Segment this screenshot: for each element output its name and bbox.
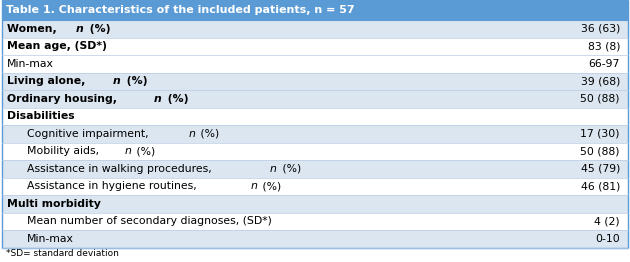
Bar [2,195,628,212]
Bar [2,212,628,230]
Bar [2,73,628,90]
Text: 45 (79): 45 (79) [581,164,620,174]
Bar [2,90,628,107]
Text: Min-max: Min-max [27,234,74,244]
Text: 50 (88): 50 (88) [580,94,620,104]
Text: Ordinary housing,: Ordinary housing, [7,94,121,104]
Text: Women,: Women, [7,24,60,34]
Text: (%): (%) [134,146,156,156]
Text: Mean age, (SD*): Mean age, (SD*) [7,41,107,51]
Text: 46 (81): 46 (81) [581,181,620,191]
Text: n: n [251,181,258,191]
Text: Disabilities: Disabilities [7,111,74,121]
Text: Mobility aids,: Mobility aids, [27,146,103,156]
Text: Multi morbidity: Multi morbidity [7,199,101,209]
Text: Assistance in hygiene routines,: Assistance in hygiene routines, [27,181,200,191]
Text: (%): (%) [86,24,110,34]
Text: *SD= standard deviation: *SD= standard deviation [6,249,119,259]
Text: Table 1. Characteristics of the included patients, n = 57: Table 1. Characteristics of the included… [6,5,355,15]
Text: 17 (30): 17 (30) [580,129,620,139]
Text: n: n [76,24,84,34]
Text: (%): (%) [260,181,282,191]
Bar [2,177,628,195]
Bar [2,107,628,125]
Bar [2,20,628,37]
Text: Mean number of secondary diagnoses, (SD*): Mean number of secondary diagnoses, (SD*… [27,216,272,226]
Text: (%): (%) [197,129,220,139]
Text: (%): (%) [164,94,188,104]
Text: 50 (88): 50 (88) [580,146,620,156]
Text: (%): (%) [278,164,301,174]
Text: 83 (8): 83 (8) [588,41,620,51]
Text: 66-97: 66-97 [588,59,620,69]
Text: 39 (68): 39 (68) [581,76,620,86]
Text: n: n [188,129,195,139]
Bar [2,55,628,73]
Text: n: n [154,94,161,104]
Text: Living alone,: Living alone, [7,76,89,86]
Text: Min-max: Min-max [7,59,54,69]
Bar [2,230,628,248]
Bar [2,125,628,143]
Text: 0-10: 0-10 [595,234,620,244]
Text: 36 (63): 36 (63) [581,24,620,34]
Bar [2,0,628,20]
Text: 4 (2): 4 (2) [594,216,620,226]
Bar [2,143,628,160]
Bar [2,37,628,55]
Text: n: n [113,76,121,86]
Text: n: n [270,164,277,174]
Text: Assistance in walking procedures,: Assistance in walking procedures, [27,164,215,174]
Bar [2,160,628,177]
Text: Cognitive impairment,: Cognitive impairment, [27,129,152,139]
Text: (%): (%) [123,76,147,86]
Text: n: n [125,146,132,156]
